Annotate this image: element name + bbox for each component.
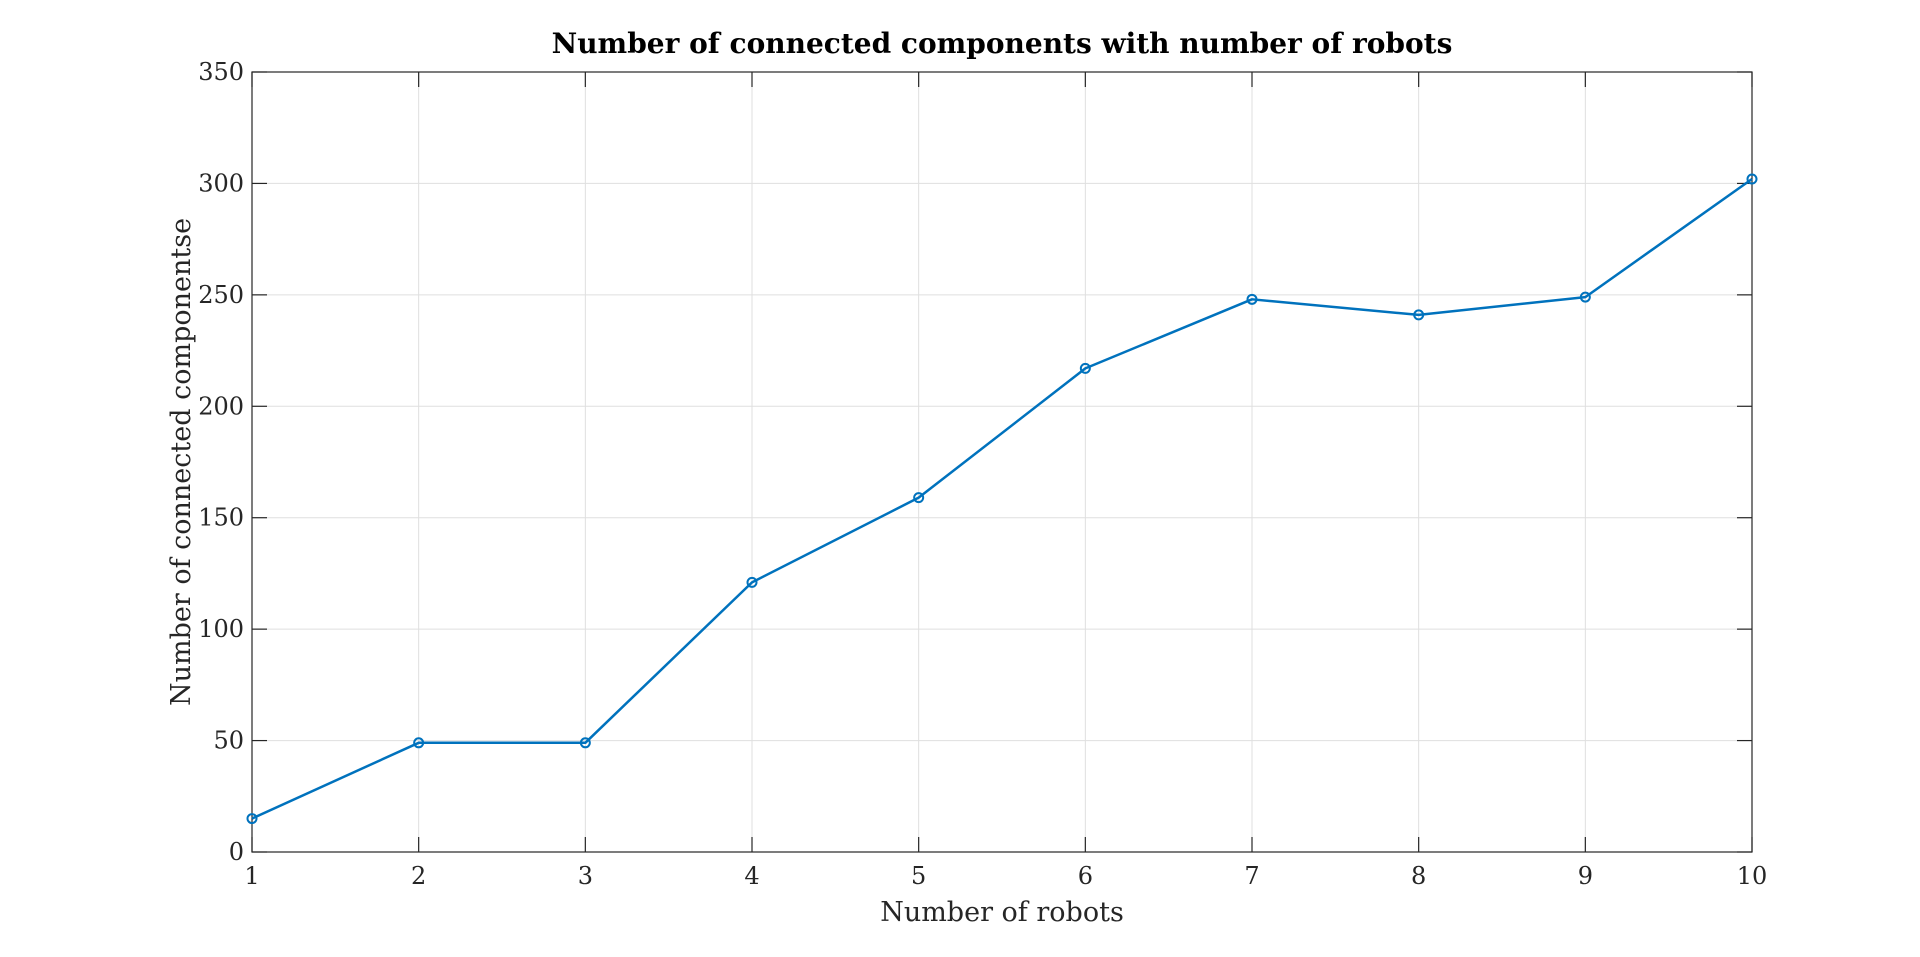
axis-ticks <box>251 71 1753 853</box>
x-tick-label: 1 <box>244 862 259 890</box>
x-tick-label: 5 <box>911 862 926 890</box>
data-point-marker <box>1413 309 1425 321</box>
x-tick-label: 10 <box>1737 862 1768 890</box>
data-point-marker <box>746 576 758 588</box>
data-point-marker <box>1579 291 1591 303</box>
data-point-marker <box>413 737 425 749</box>
y-tick-labels: 0 50 100 150 200 250 300 350 <box>198 58 244 866</box>
y-tick-label: 50 <box>213 727 244 755</box>
y-tick-label: 300 <box>198 169 244 197</box>
y-tick-label: 150 <box>198 504 244 532</box>
series-layer <box>246 173 1758 825</box>
data-point-marker <box>246 813 258 825</box>
x-axis-label: Number of robots <box>880 897 1124 928</box>
data-point-marker <box>913 492 925 504</box>
y-tick-label: 350 <box>198 58 244 86</box>
x-tick-labels: 1 2 3 4 5 6 7 8 9 10 <box>244 862 1767 890</box>
data-point-marker <box>1079 362 1091 374</box>
grid-lines <box>252 72 1752 852</box>
y-tick-label: 200 <box>198 392 244 420</box>
data-point-marker <box>1246 293 1258 305</box>
y-axis-label: Number of connected componentse <box>166 218 197 706</box>
x-tick-label: 2 <box>411 862 426 890</box>
x-tick-label: 9 <box>1578 862 1593 890</box>
chart-title: Number of connected components with numb… <box>552 27 1453 60</box>
x-tick-label: 4 <box>744 862 759 890</box>
plot-area-frame <box>251 71 1753 853</box>
data-point-marker <box>579 737 591 749</box>
x-tick-label: 7 <box>1244 862 1259 890</box>
series-line <box>251 177 1753 820</box>
y-tick-label: 0 <box>229 838 244 866</box>
x-tick-label: 6 <box>1078 862 1093 890</box>
x-tick-label: 8 <box>1411 862 1426 890</box>
y-tick-label: 250 <box>198 281 244 309</box>
x-tick-label: 3 <box>578 862 593 890</box>
y-tick-label: 100 <box>198 615 244 643</box>
data-point-marker <box>1746 173 1758 185</box>
